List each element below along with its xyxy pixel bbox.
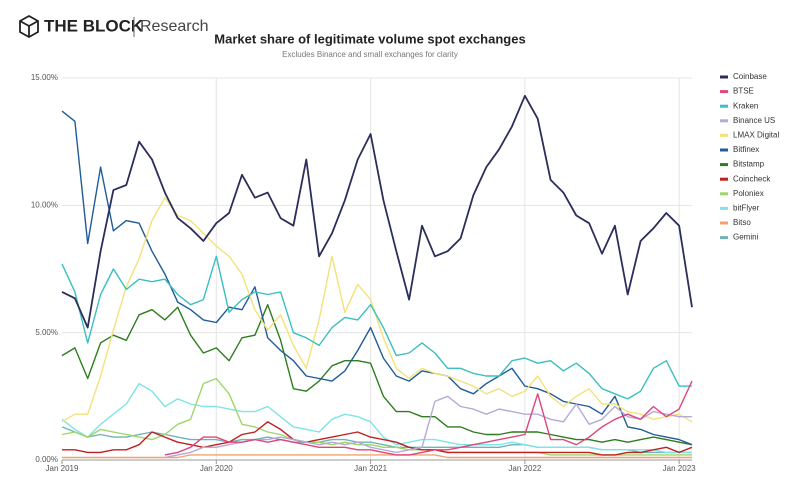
legend-swatch xyxy=(720,119,728,123)
legend-swatch xyxy=(720,75,728,79)
legend-swatch xyxy=(720,221,728,225)
x-tick-label: Jan 2020 xyxy=(200,464,233,473)
legend-swatch xyxy=(720,236,728,240)
legend-swatch xyxy=(720,206,728,210)
y-tick-label: 10.00% xyxy=(31,200,58,209)
y-tick-label: 15.00% xyxy=(31,73,58,82)
section: Research xyxy=(140,18,208,35)
legend-label: Bitfinex xyxy=(733,145,759,154)
legend-label: BTSE xyxy=(733,87,754,96)
x-tick-label: Jan 2023 xyxy=(663,464,696,473)
chart-title: Market share of legitimate volume spot e… xyxy=(214,31,525,46)
logo: THE BLOCK xyxy=(44,16,144,35)
series-line xyxy=(61,382,692,454)
series-line xyxy=(61,94,693,329)
legend-label: LMAX Digital xyxy=(733,131,779,140)
series-line xyxy=(61,377,692,456)
legend-label: bitFlyer xyxy=(733,204,760,213)
series-line xyxy=(61,304,693,446)
x-tick-label: Jan 2022 xyxy=(508,464,541,473)
x-tick-label: Jan 2019 xyxy=(46,464,79,473)
series-line xyxy=(61,110,693,446)
y-tick-label: 5.00% xyxy=(35,328,58,337)
legend-swatch xyxy=(720,90,728,94)
legend-swatch xyxy=(720,177,728,181)
series-line xyxy=(62,421,693,456)
legend-swatch xyxy=(720,104,728,108)
legend-label: Binance US xyxy=(733,116,775,125)
legend-label: Coinbase xyxy=(733,72,767,81)
series-line xyxy=(61,255,692,400)
legend-swatch xyxy=(720,148,728,152)
y-tick-label: 0.00% xyxy=(35,455,58,464)
legend-swatch xyxy=(720,163,728,167)
legend-label: Bitso xyxy=(733,218,751,227)
legend-label: Coincheck xyxy=(733,174,771,183)
chart-subtitle: Excludes Binance and small exchanges for… xyxy=(282,50,458,59)
logo-icon xyxy=(19,14,39,39)
legend-swatch xyxy=(720,192,728,196)
series-line xyxy=(164,380,693,456)
legend-label: Poloniex xyxy=(733,189,764,198)
legend-swatch xyxy=(720,133,728,137)
legend-label: Bitstamp xyxy=(733,160,765,169)
legend-label: Kraken xyxy=(733,101,758,110)
x-tick-label: Jan 2021 xyxy=(354,464,387,473)
legend-label: Gemini xyxy=(733,233,759,242)
series-line xyxy=(61,197,693,423)
